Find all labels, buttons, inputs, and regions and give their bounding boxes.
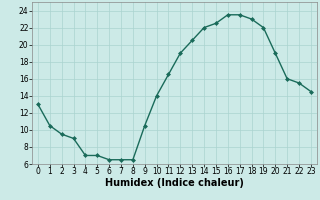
X-axis label: Humidex (Indice chaleur): Humidex (Indice chaleur) [105, 178, 244, 188]
